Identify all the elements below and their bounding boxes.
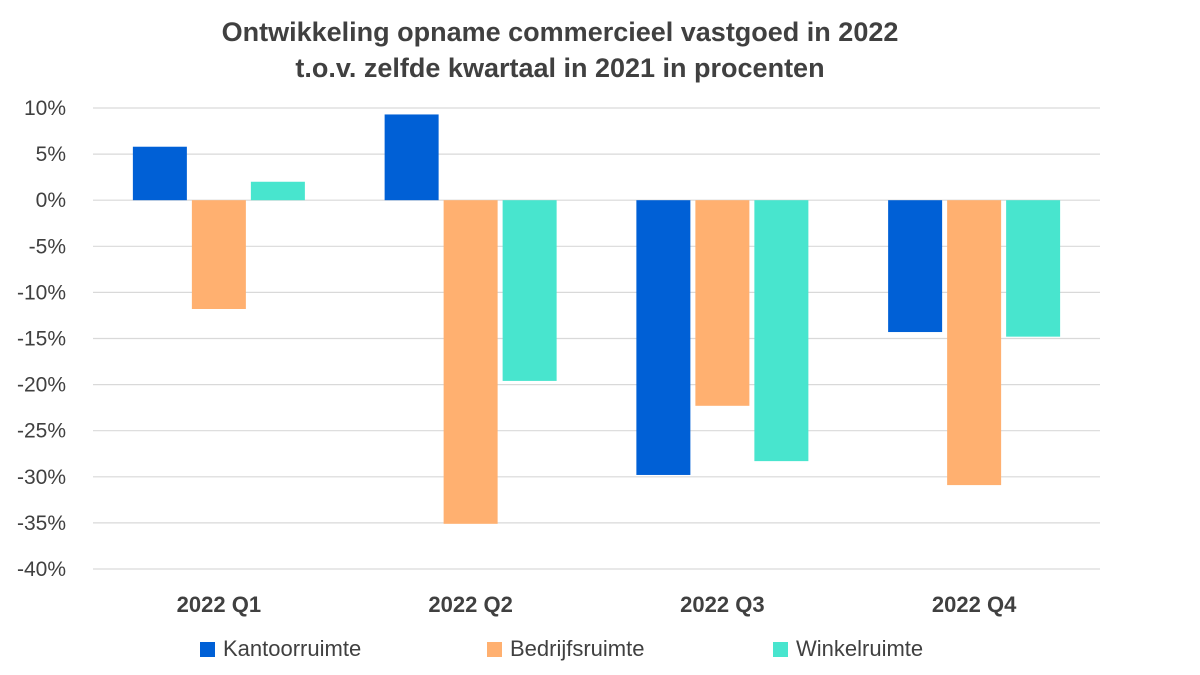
bar xyxy=(384,114,439,201)
x-tick-label: 2022 Q4 xyxy=(932,592,1017,617)
y-tick-label: 5% xyxy=(36,143,66,166)
legend-item: Kantoorruimte xyxy=(200,636,361,662)
legend-label: Kantoorruimte xyxy=(223,636,362,661)
legend: Kantoorruimte Bedrijfsruimte Winkelruimte xyxy=(0,636,1200,666)
legend-label: Bedrijfsruimte xyxy=(510,636,645,661)
bar xyxy=(132,146,187,201)
y-tick-label: -20% xyxy=(17,374,66,397)
legend-swatch xyxy=(200,641,215,657)
legend-item: Winkelruimte xyxy=(773,636,923,662)
y-tick-label: -5% xyxy=(29,235,66,258)
bar xyxy=(502,200,557,381)
bar xyxy=(695,200,750,406)
chart-title: Ontwikkeling opname commercieel vastgoed… xyxy=(130,14,990,86)
bar xyxy=(754,200,809,462)
bar xyxy=(443,200,498,524)
chart-title-line-2: t.o.v. zelfde kwartaal in 2021 in procen… xyxy=(295,53,825,83)
y-tick-label: -30% xyxy=(17,466,66,489)
x-tick-label: 2022 Q1 xyxy=(177,592,261,617)
x-tick-label: 2022 Q2 xyxy=(428,592,512,617)
y-tick-label: -10% xyxy=(17,281,66,304)
legend-item: Bedrijfsruimte xyxy=(487,636,644,662)
bar xyxy=(191,200,246,309)
bar xyxy=(888,200,943,333)
bar xyxy=(1006,200,1061,337)
chart-title-line-1: Ontwikkeling opname commercieel vastgoed… xyxy=(221,17,899,47)
x-tick-label: 2022 Q3 xyxy=(680,592,764,617)
bar xyxy=(636,200,691,475)
y-tick-label: -40% xyxy=(17,558,66,581)
y-tick-label: -25% xyxy=(17,420,66,443)
bar xyxy=(250,181,305,201)
y-tick-label: 0% xyxy=(36,189,66,212)
y-tick-label: -35% xyxy=(17,512,66,535)
legend-swatch xyxy=(487,641,502,657)
legend-swatch xyxy=(773,641,788,657)
legend-label: Winkelruimte xyxy=(796,636,924,661)
y-tick-label: -15% xyxy=(17,328,66,351)
y-tick-label: 10% xyxy=(24,97,66,120)
bar xyxy=(947,200,1002,486)
